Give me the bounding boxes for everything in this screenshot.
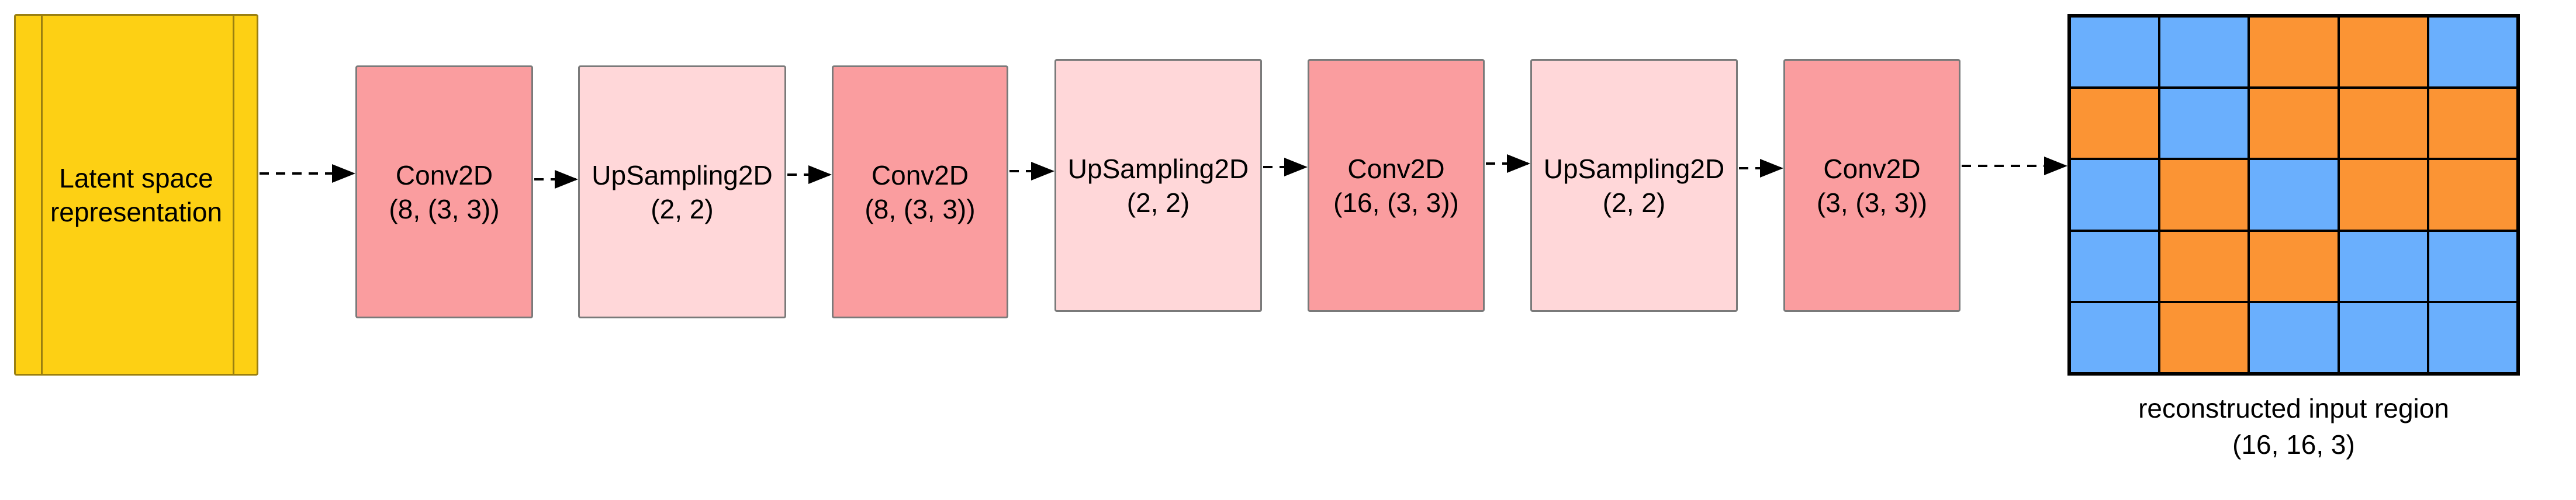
output-caption-line2: (16, 16, 3) xyxy=(2232,429,2355,460)
layer-block-4: UpSampling2D (2, 2) xyxy=(1054,59,1262,312)
grid-cell-2-0 xyxy=(2070,159,2160,231)
grid-cell-0-1 xyxy=(2159,16,2249,88)
layer-2-params: (2, 2) xyxy=(651,193,714,224)
grid-cell-1-1 xyxy=(2159,88,2249,159)
grid-cell-4-2 xyxy=(2249,301,2339,373)
layer-5-params: (16, (3, 3)) xyxy=(1333,187,1459,218)
output-caption: reconstructed input region (16, 16, 3) xyxy=(2067,390,2520,463)
grid-cell-3-0 xyxy=(2070,230,2160,302)
grid-cell-2-3 xyxy=(2338,159,2428,231)
grid-cell-4-4 xyxy=(2428,301,2518,373)
layer-6-name: UpSampling2D xyxy=(1543,153,1725,184)
layer-3-name: Conv2D xyxy=(871,159,969,190)
grid-cell-4-1 xyxy=(2159,301,2249,373)
grid-cell-0-2 xyxy=(2249,16,2339,88)
grid-cell-0-4 xyxy=(2428,16,2518,88)
layer-7-name: Conv2D xyxy=(1823,153,1921,184)
layer-block-3: Conv2D (8, (3, 3)) xyxy=(832,65,1008,318)
grid-cell-1-3 xyxy=(2338,88,2428,159)
latent-space-label: Latent space representation xyxy=(50,161,222,229)
grid-cell-3-3 xyxy=(2338,230,2428,302)
layer-block-6: UpSampling2D (2, 2) xyxy=(1530,59,1738,312)
grid-cell-0-3 xyxy=(2338,16,2428,88)
layer-4-name: UpSampling2D xyxy=(1067,153,1249,184)
grid-cell-3-1 xyxy=(2159,230,2249,302)
latent-right-rail xyxy=(233,16,234,374)
grid-cell-3-4 xyxy=(2428,230,2518,302)
layer-6-params: (2, 2) xyxy=(1602,187,1666,218)
grid-cell-0-0 xyxy=(2070,16,2160,88)
layer-1-params: (8, (3, 3)) xyxy=(389,193,500,224)
grid-cell-4-0 xyxy=(2070,301,2160,373)
layer-5-name: Conv2D xyxy=(1347,153,1445,184)
layer-7-params: (3, (3, 3)) xyxy=(1816,187,1928,218)
layer-block-7: Conv2D (3, (3, 3)) xyxy=(1783,59,1960,312)
grid-cell-2-2 xyxy=(2249,159,2339,231)
layer-1-name: Conv2D xyxy=(395,159,493,190)
grid-cell-2-4 xyxy=(2428,159,2518,231)
layer-block-2: UpSampling2D (2, 2) xyxy=(578,65,786,318)
layer-3-params: (8, (3, 3)) xyxy=(865,193,976,224)
layer-block-5: Conv2D (16, (3, 3)) xyxy=(1308,59,1485,312)
output-caption-line1: reconstructed input region xyxy=(2138,393,2449,423)
grid-cell-2-1 xyxy=(2159,159,2249,231)
latent-left-rail xyxy=(41,16,43,374)
layer-block-1: Conv2D (8, (3, 3)) xyxy=(355,65,533,318)
latent-label-line1: Latent space xyxy=(59,162,213,193)
grid-cell-1-0 xyxy=(2070,88,2160,159)
layer-4-params: (2, 2) xyxy=(1126,187,1190,218)
latent-space-block: Latent space representation xyxy=(14,14,258,376)
grid-cell-4-3 xyxy=(2338,301,2428,373)
grid-cell-1-4 xyxy=(2428,88,2518,159)
layer-2-name: UpSampling2D xyxy=(592,159,773,190)
grid-cell-3-2 xyxy=(2249,230,2339,302)
grid-cell-1-2 xyxy=(2249,88,2339,159)
reconstructed-output-grid xyxy=(2067,14,2520,376)
latent-label-line2: representation xyxy=(50,196,223,227)
